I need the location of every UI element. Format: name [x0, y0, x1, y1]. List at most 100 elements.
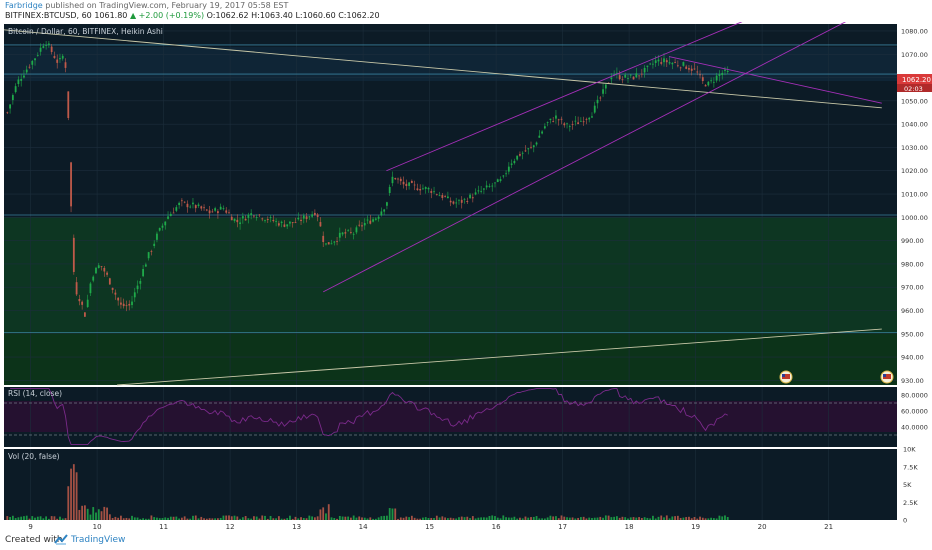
volume-bar	[258, 518, 261, 520]
candle-body	[197, 204, 200, 206]
candle-body	[571, 124, 574, 125]
volume-bar	[255, 516, 258, 520]
volume-bar	[214, 518, 217, 520]
candle-body	[491, 185, 494, 187]
candle-body	[233, 218, 236, 221]
candle-body	[47, 43, 50, 45]
zone-upper	[4, 47, 897, 81]
volume-bar	[186, 518, 189, 520]
price-tick-label: 1020.00	[901, 167, 928, 175]
volume-bar	[14, 518, 17, 520]
volume-bar	[84, 505, 86, 520]
candle-body	[549, 118, 552, 121]
candle-body	[45, 45, 48, 46]
trendline[interactable]	[668, 56, 882, 104]
volume-bar	[430, 517, 433, 520]
volume-bar	[316, 516, 319, 520]
candle-body	[535, 142, 538, 145]
candle-body	[75, 282, 78, 295]
chart-area[interactable]: 1080.001070.001060.001050.001040.001030.…	[0, 22, 932, 531]
volume-bar	[280, 518, 283, 520]
volume-bar	[122, 518, 125, 520]
author-link[interactable]: Farbridge	[5, 1, 43, 10]
candle-body	[408, 182, 410, 186]
volume-bar	[463, 517, 466, 520]
volume-bar	[183, 516, 186, 520]
candle-body	[488, 186, 491, 187]
time-tick-label: 9	[28, 523, 32, 531]
candle-body	[460, 199, 463, 203]
volume-bar	[153, 517, 156, 520]
candle-body	[264, 220, 266, 222]
volume-bar	[491, 515, 494, 520]
volume-bar	[64, 518, 67, 520]
candle-body	[591, 116, 593, 118]
volume-bar	[327, 504, 330, 520]
volume-bar	[100, 511, 103, 520]
candle-body	[9, 104, 11, 109]
volume-bar	[203, 518, 205, 520]
candle-body	[178, 202, 181, 206]
volume-bar	[297, 518, 300, 520]
ohlc-values: O:1062.62 H:1063.40 L:1060.60 C:1062.20	[206, 11, 380, 20]
volume-bar	[228, 515, 230, 520]
countdown-label: 02:03	[904, 85, 923, 93]
candle-body	[230, 216, 233, 221]
candle-body	[319, 222, 322, 227]
trendlines	[3, 22, 882, 386]
trendline[interactable]	[117, 328, 882, 386]
trendline[interactable]	[3, 29, 882, 109]
price-tick-label: 950.00	[901, 330, 924, 338]
trendline[interactable]	[386, 22, 743, 172]
candle-body	[366, 219, 369, 221]
volume-bar	[657, 516, 660, 520]
volume-bar	[156, 517, 158, 520]
candle-body	[305, 216, 308, 220]
candle-body	[635, 73, 638, 78]
volume-bar	[696, 518, 699, 520]
volume-bar	[336, 518, 338, 520]
candle-body	[186, 203, 189, 208]
candle-body	[435, 194, 438, 196]
trendline[interactable]	[322, 22, 882, 293]
candle-body	[214, 208, 217, 211]
volume-bar	[61, 518, 64, 520]
volume-bar	[172, 516, 175, 520]
candle-body	[433, 191, 435, 193]
footer: Created with TradingView	[0, 531, 932, 550]
candle-body	[144, 264, 147, 267]
volume-bar	[164, 517, 167, 520]
candle-body	[291, 222, 294, 224]
candle-body	[316, 214, 319, 217]
volume-bar	[233, 515, 236, 520]
volume-bar	[277, 516, 280, 520]
volume-bar	[710, 517, 713, 520]
candle-body	[139, 280, 142, 284]
candle-body	[588, 117, 591, 120]
flag-icon[interactable]	[779, 370, 793, 384]
volume-bar	[563, 516, 566, 520]
flag-icon[interactable]	[880, 370, 894, 384]
candle-body	[696, 71, 699, 73]
volume-bar	[330, 517, 333, 520]
candle-body	[699, 74, 701, 76]
candle-body	[31, 60, 34, 65]
volume-bar	[150, 515, 153, 520]
candle-body	[712, 81, 715, 83]
candle-body	[239, 222, 241, 225]
volume-bar	[704, 518, 707, 520]
tradingview-brand-link[interactable]: TradingView	[71, 535, 126, 545]
candle-body	[158, 228, 161, 231]
candle-body	[560, 118, 563, 120]
candle-body	[507, 166, 510, 172]
candle-body	[397, 178, 399, 180]
candle-body	[422, 188, 424, 190]
volume-bar	[679, 517, 682, 520]
price-tick-label: 930.00	[901, 377, 924, 385]
last-price: 1061.80	[94, 11, 128, 20]
volume-bar	[613, 516, 616, 520]
candle-body	[272, 219, 275, 222]
volume-bar	[557, 518, 560, 520]
candle-body	[67, 91, 70, 119]
candle-body	[596, 99, 599, 104]
